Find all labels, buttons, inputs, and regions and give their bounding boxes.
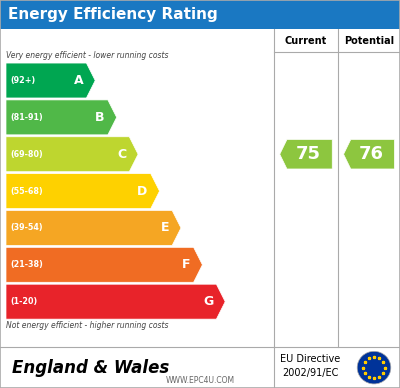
Polygon shape: [6, 248, 202, 282]
Text: (21-38): (21-38): [11, 260, 44, 269]
Text: 76: 76: [359, 145, 384, 163]
Text: 2002/91/EC: 2002/91/EC: [282, 369, 338, 378]
Text: WWW.EPC4U.COM: WWW.EPC4U.COM: [166, 376, 234, 385]
Bar: [0, 0, 400, 29]
Text: E: E: [160, 222, 169, 234]
Polygon shape: [280, 140, 332, 169]
Text: England & Wales: England & Wales: [12, 359, 169, 377]
Text: (92+): (92+): [11, 76, 36, 85]
Text: (55-68): (55-68): [11, 187, 44, 196]
Circle shape: [357, 352, 391, 384]
Text: F: F: [182, 258, 190, 271]
Polygon shape: [6, 174, 160, 209]
Text: D: D: [137, 185, 148, 197]
Text: Very energy efficient - lower running costs: Very energy efficient - lower running co…: [6, 51, 168, 60]
Text: G: G: [203, 295, 213, 308]
Text: Not energy efficient - higher running costs: Not energy efficient - higher running co…: [6, 321, 168, 330]
Text: C: C: [117, 148, 126, 161]
Text: Energy Efficiency Rating: Energy Efficiency Rating: [8, 7, 218, 22]
Text: (69-80): (69-80): [11, 150, 44, 159]
Text: (81-91): (81-91): [11, 113, 44, 122]
Text: Potential: Potential: [344, 36, 394, 46]
Polygon shape: [6, 210, 181, 246]
Polygon shape: [6, 137, 138, 172]
Polygon shape: [6, 100, 117, 135]
Text: (39-54): (39-54): [11, 223, 44, 232]
Text: (1-20): (1-20): [11, 297, 38, 306]
Text: B: B: [95, 111, 105, 124]
Text: Current: Current: [285, 36, 327, 46]
Text: 75: 75: [296, 145, 321, 163]
Polygon shape: [344, 140, 394, 169]
Polygon shape: [6, 284, 225, 319]
Text: A: A: [74, 74, 83, 87]
Polygon shape: [6, 63, 95, 98]
Text: EU Directive: EU Directive: [280, 354, 340, 364]
